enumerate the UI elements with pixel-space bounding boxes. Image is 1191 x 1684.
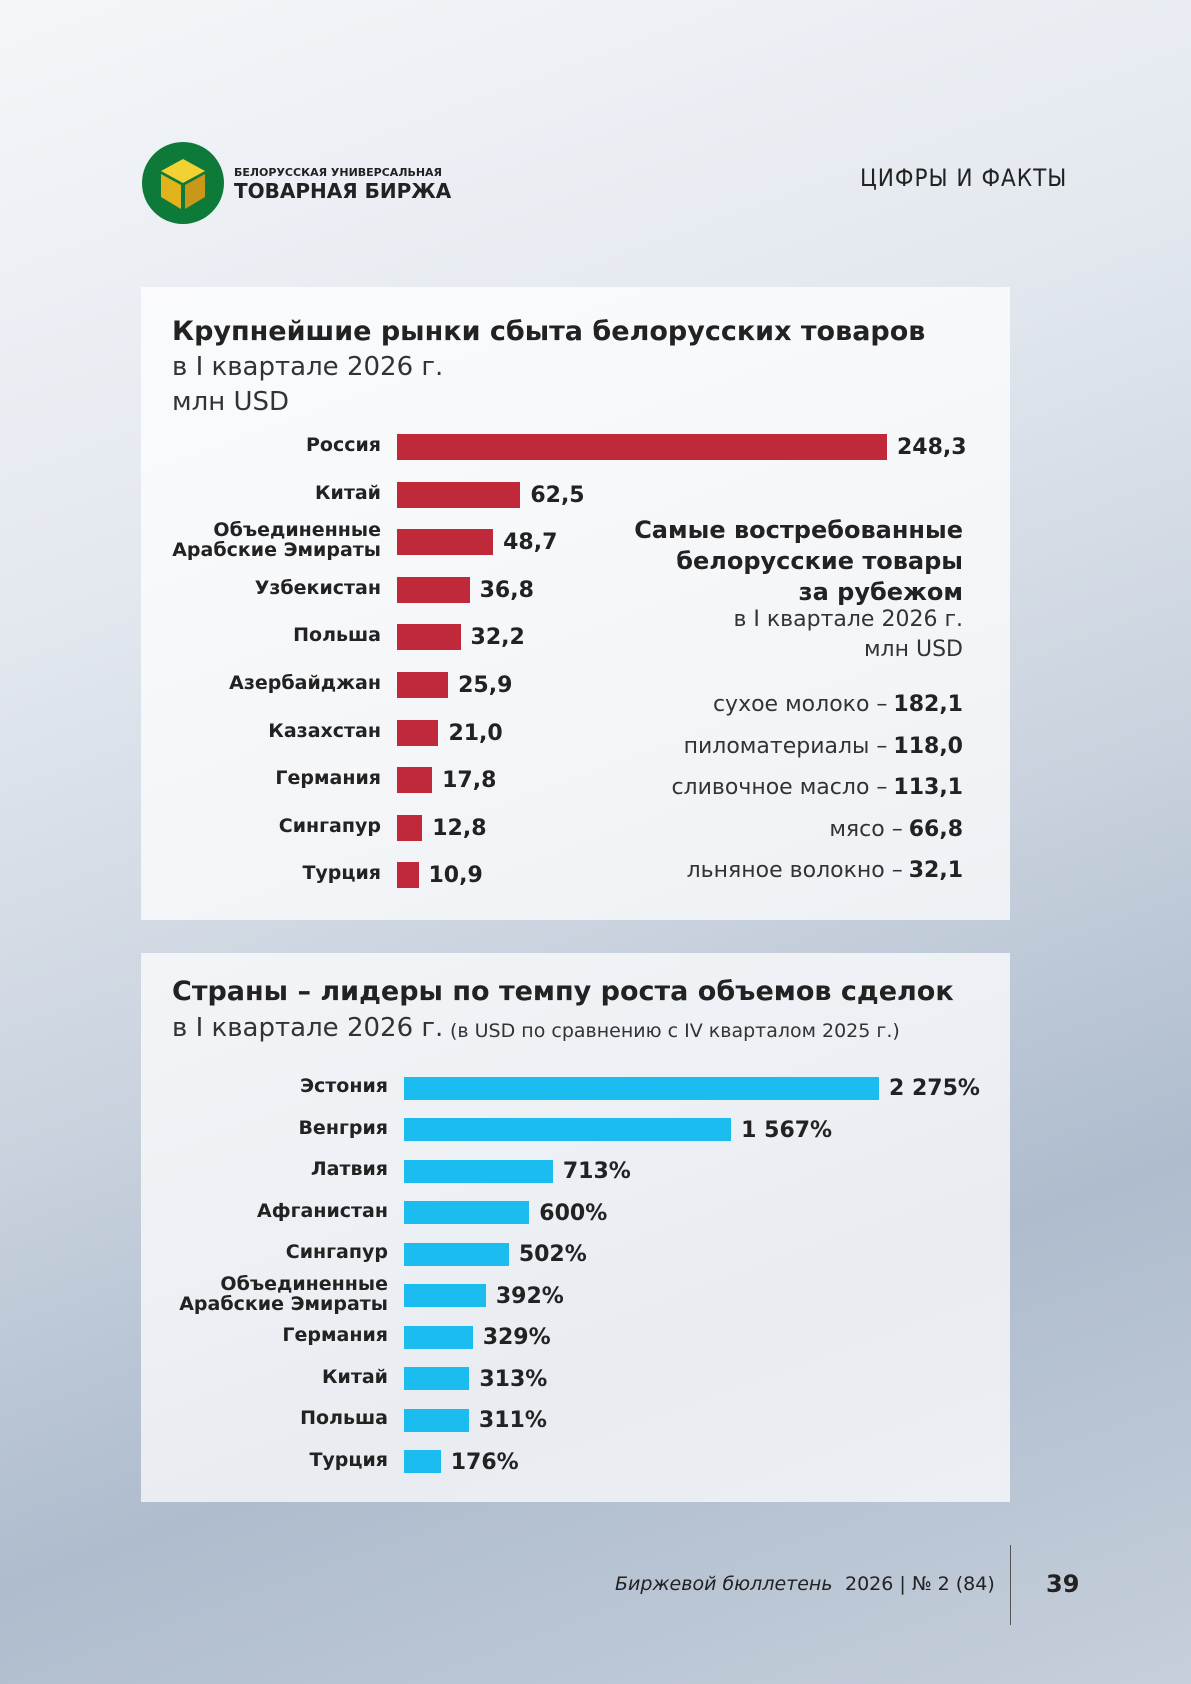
- product-row: льняное волокно –32,1: [687, 858, 963, 883]
- chart-unit: млн USD: [172, 387, 290, 417]
- value-label: 502%: [518, 1242, 587, 1267]
- products-subtitle: в I квартале 2026 г.: [733, 607, 963, 632]
- category-label: Германия: [282, 1324, 388, 1346]
- product-row: мясо –66,8: [829, 817, 963, 842]
- value-label: 248,3: [897, 435, 967, 460]
- products-unit: млн USD: [863, 637, 963, 662]
- value-label: 1 567%: [741, 1117, 833, 1143]
- value-label: 25,9: [458, 673, 513, 698]
- product-value: 32,1: [908, 858, 963, 883]
- footer-issue: 2026 | № 2 (84): [845, 1573, 995, 1595]
- value-label: 62,5: [530, 482, 585, 508]
- bar: [397, 624, 461, 651]
- product-name: льняное волокно –: [686, 858, 903, 883]
- bar: [404, 1325, 473, 1349]
- category-label: Китай: [322, 1365, 388, 1388]
- product-value: 182,1: [893, 692, 963, 717]
- value-label: 392%: [495, 1283, 564, 1309]
- product-row: сливочное масло –113,1: [671, 775, 963, 800]
- product-row: пиломатериалы –118,0: [684, 734, 963, 759]
- category-label: Турция: [309, 1448, 388, 1471]
- category-label: Афганистан: [257, 1199, 388, 1222]
- category-label: Объединенные Арабские Эмираты: [179, 1272, 388, 1315]
- bar: [397, 814, 423, 841]
- value-label: 36,8: [479, 577, 534, 603]
- bar: [397, 481, 521, 508]
- panel: [141, 953, 1010, 1502]
- bar: [404, 1284, 486, 1307]
- bar: [404, 1450, 441, 1473]
- logo: [142, 142, 224, 224]
- value-label: 313%: [479, 1366, 548, 1392]
- value-label: 21,0: [448, 720, 503, 746]
- bar: [397, 672, 449, 698]
- chart-title: Страны – лидеры по темпу роста объемов с…: [172, 976, 954, 1007]
- value-label: 48,7: [503, 530, 558, 556]
- value-label: 713%: [562, 1159, 631, 1184]
- value-label: 176%: [450, 1449, 519, 1475]
- product-name: сухое молоко –: [712, 692, 888, 717]
- chart-title: Крупнейшие рынки сбыта белорусских товар…: [172, 316, 926, 347]
- product-name: мясо –: [829, 816, 903, 842]
- section-title: ЦИФРЫ И ФАКТЫ: [860, 164, 1068, 192]
- category-label: Азербайджан: [229, 672, 381, 694]
- bar: [397, 719, 439, 746]
- product-name: пиломатериалы –: [683, 733, 888, 759]
- category-label: Германия: [275, 767, 381, 790]
- panel: [141, 287, 1010, 920]
- category-label: Венгрия: [298, 1116, 388, 1139]
- category-label: Польша: [300, 1407, 388, 1429]
- bar: [404, 1242, 509, 1266]
- category-label: Польша: [293, 624, 381, 647]
- product-row: сухое молоко –182,1: [713, 692, 963, 717]
- value-label: 12,8: [432, 815, 487, 841]
- category-label: Турция: [302, 862, 381, 885]
- product-value: 113,1: [893, 775, 963, 800]
- category-label: Объединенные Арабские Эмираты: [172, 519, 381, 562]
- bar: [404, 1201, 530, 1224]
- value-label: 10,9: [428, 863, 483, 889]
- page-number: 39: [1046, 1570, 1080, 1598]
- category-label: Китай: [315, 481, 381, 504]
- bar: [404, 1076, 879, 1100]
- chart-subtitle: в I квартале 2026 г.: [172, 1013, 444, 1043]
- bar: [404, 1159, 553, 1183]
- category-label: Сингапур: [285, 1241, 388, 1263]
- value-label: 600%: [539, 1200, 608, 1226]
- logo-text: ТОВАРНАЯ БИРЖА: [234, 179, 452, 203]
- category-label: Латвия: [310, 1158, 388, 1180]
- product-value: 118,0: [893, 733, 963, 759]
- value-label: 329%: [482, 1325, 551, 1350]
- value-label: 311%: [478, 1408, 547, 1433]
- bar: [397, 529, 494, 556]
- logo-text: БЕЛОРУССКАЯ УНИВЕРСАЛЬНАЯ: [234, 166, 443, 179]
- category-label: Казахстан: [268, 719, 381, 742]
- footer-journal: Биржевой бюллетень: [615, 1573, 833, 1595]
- products-title: Самые востребованные белорусские товары …: [634, 516, 963, 606]
- divider: [1010, 1545, 1011, 1625]
- value-label: 17,8: [442, 768, 497, 794]
- bar: [404, 1367, 470, 1390]
- bar: [397, 862, 419, 889]
- bar: [397, 434, 887, 460]
- category-label: Узбекистан: [254, 576, 381, 599]
- bar: [404, 1118, 732, 1141]
- value-label: 32,2: [470, 625, 525, 651]
- bar: [404, 1408, 469, 1432]
- product-value: 66,8: [908, 816, 963, 842]
- chart-subtitle: в I квартале 2026 г.: [172, 352, 444, 382]
- category-label: Эстония: [300, 1075, 388, 1097]
- bar: [397, 767, 433, 794]
- category-label: Сингапур: [278, 814, 381, 837]
- chart-note: (в USD по сравнению с IV кварталом 2025 …: [450, 1020, 900, 1042]
- value-label: 2 275%: [889, 1076, 980, 1101]
- category-label: Россия: [305, 434, 381, 456]
- product-name: сливочное масло –: [671, 775, 888, 800]
- bar: [397, 576, 470, 603]
